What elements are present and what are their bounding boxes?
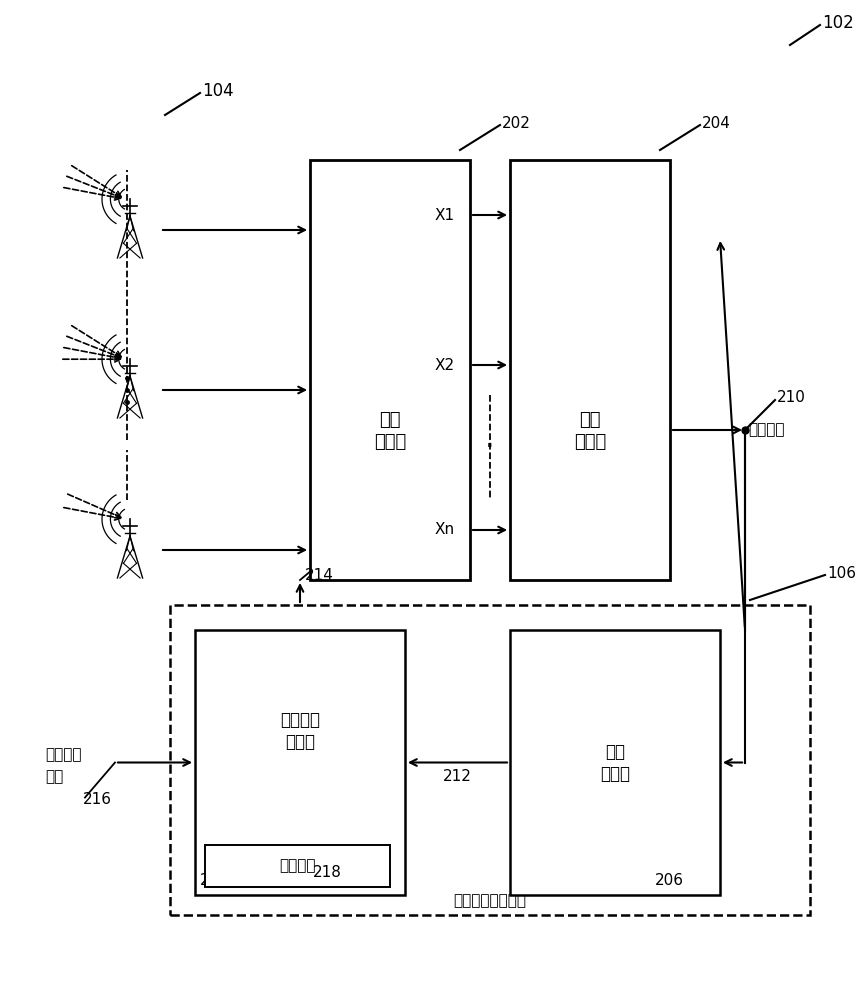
Text: 204: 204: [701, 116, 730, 131]
Text: 102: 102: [821, 14, 852, 32]
Text: 波束样式: 波束样式: [280, 711, 319, 729]
Text: X2: X2: [435, 358, 455, 372]
Text: 预设波束: 预设波束: [279, 858, 315, 874]
Bar: [195, 630, 405, 895]
Text: 218: 218: [313, 865, 341, 880]
Text: 202: 202: [501, 116, 530, 131]
Text: 206: 206: [654, 874, 684, 888]
Text: 接收器: 接收器: [573, 433, 605, 451]
Text: 210: 210: [776, 390, 805, 406]
Text: 104: 104: [201, 82, 233, 100]
Text: 系统选择: 系统选择: [45, 747, 82, 762]
Text: 处理器: 处理器: [599, 766, 629, 784]
Bar: [205, 845, 389, 887]
Text: 符号: 符号: [604, 743, 624, 762]
Text: 214: 214: [305, 568, 333, 582]
Text: 216: 216: [83, 792, 112, 807]
Text: X1: X1: [435, 208, 455, 223]
Bar: [510, 160, 669, 580]
Text: Xn: Xn: [435, 522, 455, 538]
Text: 自适应波束选择器: 自适应波束选择器: [453, 894, 526, 908]
Text: 波束: 波束: [379, 411, 400, 429]
Text: 子帧: 子帧: [579, 411, 600, 429]
Text: 信号: 信号: [45, 769, 63, 784]
Text: 106: 106: [826, 566, 855, 580]
Bar: [310, 160, 469, 580]
Bar: [170, 605, 809, 915]
Text: 选择器: 选择器: [285, 733, 314, 751]
Text: 子帧符号: 子帧符号: [747, 422, 784, 438]
Text: 212: 212: [443, 769, 471, 784]
Text: ·: ·: [485, 433, 494, 462]
Text: 成形器: 成形器: [374, 433, 406, 451]
Bar: [510, 630, 719, 895]
Text: 208: 208: [200, 874, 229, 888]
